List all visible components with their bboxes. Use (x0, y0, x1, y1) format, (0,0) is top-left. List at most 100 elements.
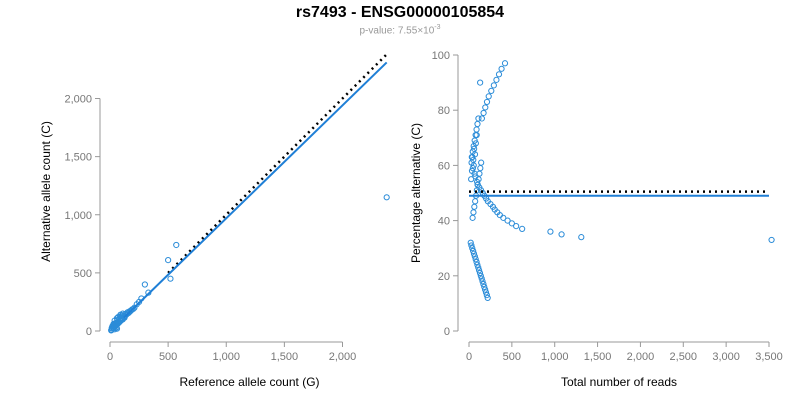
right-data-point (493, 76, 500, 83)
right-data-point (471, 203, 478, 210)
right-y-axis-label: Percentage alternative (C) (409, 123, 423, 263)
right-data-point (475, 264, 482, 271)
left-y-tick-label: 1,000 (64, 210, 92, 222)
left-x-axis-label: Reference allele count (G) (179, 375, 319, 389)
right-y-tick-label: 100 (432, 50, 450, 62)
left-y-axis-label: Alternative allele count (C) (39, 121, 53, 262)
right-data-point (482, 286, 489, 293)
left-y-tick-label: 2,000 (64, 94, 92, 106)
right-data-point (474, 120, 481, 128)
right-data-point (768, 236, 775, 244)
right-data-point (472, 256, 479, 263)
left-x-tick-label: 2,000 (329, 351, 357, 363)
right-data-point (477, 79, 484, 86)
left-x-tick-label: 1,500 (271, 351, 299, 363)
right-data-point (478, 275, 485, 282)
right-data-point (477, 165, 484, 172)
right-data-point (470, 162, 477, 169)
right-data-point (480, 109, 487, 117)
left-data-point (126, 308, 133, 315)
chart-title: rs7493 - ENSG00000105854 (295, 4, 505, 21)
right-y-tick-label: 0 (444, 326, 450, 338)
allele-count-plot: 0 500 1,000 1,500 2,000 0 500 1,000 1,500 2,000 Re… (39, 53, 390, 389)
left-data-point (167, 275, 174, 282)
right-data-point (471, 253, 478, 260)
right-x-tick-label: 500 (503, 351, 521, 363)
right-x-axis-label: Total number of reads (561, 375, 677, 389)
left-x-tick-label: 0 (107, 351, 113, 363)
right-y-tick-label: 80 (438, 105, 450, 117)
right-x-tick-label: 3,000 (712, 351, 740, 363)
right-data-point (481, 283, 488, 290)
right-data-point (472, 198, 479, 205)
p-value-prefix: p-value: 7.55 (359, 25, 418, 37)
left-data-point (141, 281, 148, 288)
right-data-point (478, 115, 485, 122)
right-x-tick-label: 1,000 (541, 351, 569, 363)
right-y-tick-label: 60 (438, 160, 450, 172)
left-x-tick-label: 500 (159, 351, 177, 363)
right-data-point (467, 239, 474, 246)
right-data-point (485, 93, 492, 100)
right-data-point (488, 87, 495, 94)
right-data-point (479, 278, 486, 285)
right-x-tick-label: 1,500 (584, 351, 612, 363)
right-data-point (483, 292, 490, 299)
percentage-plot: 0 20 40 60 80 100 0 500 1,000 1,500 2,000 2,500 3,00… (409, 50, 783, 389)
left-x-tick-label: 1,000 (212, 351, 240, 363)
right-data-point (547, 228, 554, 235)
left-data-point (383, 194, 390, 201)
left-data-point (165, 256, 172, 264)
right-data-point (474, 261, 481, 268)
right-data-point (513, 223, 520, 230)
left-data-point (113, 325, 121, 332)
left-y-tick-label: 0 (86, 326, 92, 338)
left-data-point (119, 312, 126, 319)
right-data-point (482, 104, 489, 111)
right-y-tick-label: 40 (438, 216, 450, 228)
right-data-point (469, 245, 476, 252)
right-y-tick-label: 20 (438, 271, 450, 283)
right-data-point (476, 267, 483, 274)
right-data-point (469, 214, 476, 221)
right-data-point (480, 280, 487, 288)
right-data-point (482, 289, 490, 296)
right-x-tick-label: 3,500 (755, 351, 783, 363)
right-data-point (473, 126, 480, 133)
right-data-point (470, 209, 477, 216)
right-data-point (473, 258, 480, 266)
right-data-point (495, 71, 503, 78)
left-data-point (117, 315, 125, 322)
p-value-base: 10 (423, 25, 435, 37)
right-data-point (501, 60, 509, 67)
left-fit-line (123, 61, 388, 319)
right-x-tick-label: 2,500 (670, 351, 698, 363)
right-data-point (498, 65, 505, 72)
right-data-point (578, 234, 585, 241)
right-data-point (477, 272, 484, 279)
left-y-tick-label: 500 (74, 268, 92, 280)
right-data-point (500, 214, 507, 221)
left-expected-line (167, 53, 388, 274)
left-data-point (173, 241, 180, 249)
p-value-exponent: -3 (434, 24, 441, 31)
chart-subtitle: p-value: 7.55×10-3 (0, 24, 800, 36)
right-data-point (470, 250, 478, 257)
right-data-point (508, 220, 515, 227)
right-data-point (504, 217, 511, 224)
right-data-point (468, 242, 475, 249)
right-data-point (484, 294, 491, 301)
right-data-point (483, 98, 491, 106)
right-data-point (469, 165, 476, 172)
right-data-point (519, 225, 526, 232)
p-value-times: × (417, 25, 424, 37)
right-data-point (478, 159, 485, 166)
right-data-point (476, 269, 484, 277)
right-data-point (490, 82, 497, 89)
right-data-point (468, 176, 475, 183)
left-y-tick-label: 1,500 (64, 152, 92, 164)
right-data-point (470, 247, 477, 255)
right-data-point (558, 231, 565, 238)
right-x-tick-label: 0 (466, 351, 472, 363)
